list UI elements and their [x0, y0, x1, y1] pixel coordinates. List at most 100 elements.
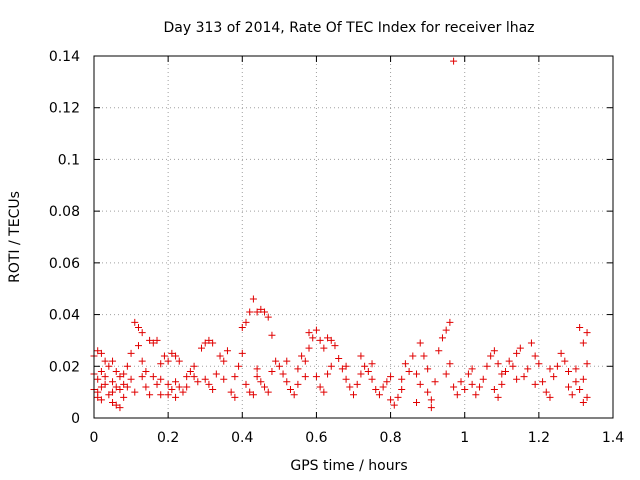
data-point-marker	[453, 391, 461, 399]
y-tick-label: 0.04	[49, 308, 80, 324]
data-point-marker	[201, 339, 209, 347]
data-point-marker	[431, 378, 439, 386]
data-point-marker	[320, 344, 328, 352]
data-point-marker	[494, 360, 502, 368]
data-point-marker	[220, 375, 228, 383]
data-point-marker	[257, 378, 265, 386]
data-point-marker	[272, 357, 280, 365]
data-point-marker	[427, 396, 435, 404]
data-point-marker	[164, 380, 172, 388]
data-point-marker	[227, 388, 235, 396]
data-point-marker	[305, 329, 313, 337]
data-point-marker	[546, 365, 554, 373]
data-point-marker	[346, 383, 354, 391]
data-point-marker	[283, 378, 291, 386]
data-point-marker	[120, 370, 128, 378]
data-point-marker	[294, 365, 302, 373]
data-point-marker	[579, 375, 587, 383]
y-tick-label: 0	[71, 411, 80, 427]
data-point-marker	[350, 391, 357, 399]
data-point-marker	[109, 378, 117, 386]
data-point-marker	[576, 324, 584, 331]
data-point-marker	[416, 339, 424, 347]
data-point-marker	[120, 393, 128, 401]
data-point-marker	[253, 373, 261, 381]
data-point-marker	[516, 344, 524, 352]
data-point-marker	[316, 336, 324, 344]
data-point-marker	[97, 396, 105, 404]
data-point-marker	[179, 388, 187, 396]
data-point-marker	[112, 367, 120, 375]
data-point-marker	[149, 339, 157, 347]
data-point-marker	[416, 380, 424, 388]
x-axis-label: GPS time / hours	[290, 458, 407, 474]
data-point-marker	[301, 373, 309, 381]
data-point-marker	[268, 367, 276, 375]
data-point-marker	[212, 370, 220, 378]
data-point-marker	[294, 380, 302, 388]
data-point-marker	[468, 365, 476, 373]
data-point-marker	[190, 362, 198, 370]
data-point-marker	[205, 380, 213, 388]
data-point-marker	[331, 342, 339, 350]
data-point-marker	[498, 370, 506, 378]
data-point-marker	[235, 362, 243, 370]
data-point-marker	[242, 318, 250, 326]
data-point-marker	[446, 318, 454, 326]
data-point-marker	[394, 393, 402, 401]
data-point-marker	[494, 393, 502, 401]
data-point-marker	[342, 362, 350, 370]
data-point-marker	[146, 336, 154, 344]
data-point-marker	[568, 391, 576, 399]
data-point-marker	[413, 370, 421, 378]
x-tick-label: 0.6	[305, 430, 327, 446]
data-point-marker	[168, 386, 176, 394]
data-point-marker	[183, 383, 191, 391]
data-point-marker	[316, 383, 324, 391]
y-axis-label: ROTI / TECUs	[7, 191, 23, 283]
data-point-marker	[501, 367, 509, 375]
data-point-marker	[246, 388, 254, 396]
data-point-marker	[238, 324, 246, 331]
data-point-marker	[442, 370, 450, 378]
data-point-marker	[275, 362, 283, 370]
data-point-marker	[383, 378, 391, 386]
data-point-marker	[390, 401, 398, 409]
data-point-marker	[513, 349, 521, 357]
data-point-marker	[338, 365, 346, 373]
data-point-marker	[238, 349, 246, 357]
data-point-marker	[413, 398, 421, 406]
data-point-marker	[220, 357, 228, 365]
data-point-marker	[565, 367, 573, 375]
data-point-marker	[109, 398, 117, 406]
data-point-marker	[246, 308, 254, 316]
data-point-marker	[427, 404, 435, 412]
data-point-marker	[198, 344, 206, 352]
tick-layer	[93, 55, 614, 419]
data-point-marker	[450, 383, 458, 391]
data-point-marker	[572, 378, 580, 386]
y-tick-label: 0.08	[49, 204, 80, 220]
data-point-marker	[168, 349, 176, 357]
data-point-marker	[375, 391, 383, 399]
data-point-marker	[223, 347, 231, 355]
data-point-marker	[253, 365, 261, 373]
data-point-marker	[201, 375, 209, 383]
data-point-marker	[157, 360, 165, 368]
data-point-marker	[509, 362, 517, 370]
data-point-marker	[175, 357, 183, 365]
data-point-marker	[550, 373, 558, 381]
data-point-marker	[205, 336, 213, 344]
data-point-marker	[283, 357, 291, 365]
data-point-marker	[561, 357, 569, 365]
data-point-marker	[457, 378, 465, 386]
data-point-marker	[290, 391, 298, 399]
data-point-marker	[446, 360, 454, 368]
data-point-marker	[553, 362, 561, 370]
data-point-marker	[401, 360, 409, 368]
data-point-marker	[542, 388, 550, 396]
data-point-marker	[335, 355, 343, 363]
data-point-marker	[435, 347, 443, 355]
data-point-marker	[579, 398, 587, 406]
data-point-marker	[183, 373, 191, 381]
